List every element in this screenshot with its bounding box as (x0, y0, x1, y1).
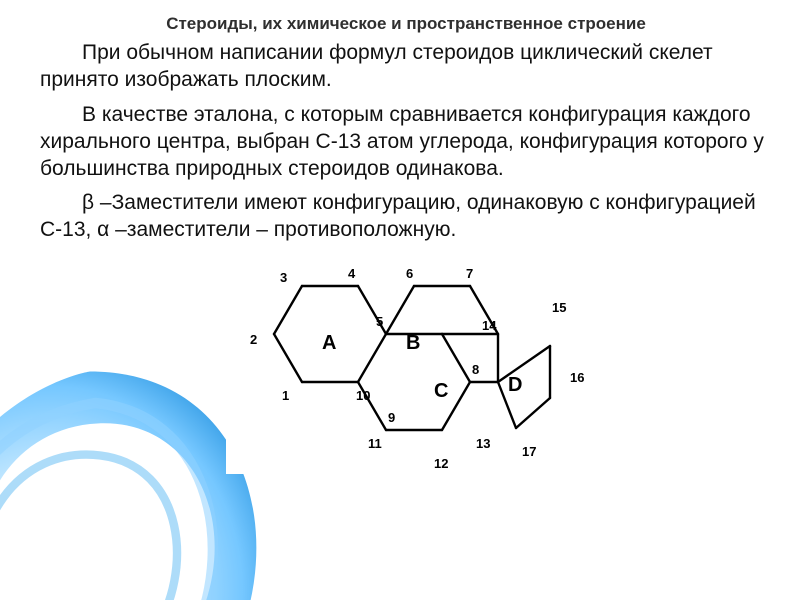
ring-label-A: A (322, 332, 336, 355)
paragraph-1: При обычном написании формул стероидов ц… (40, 40, 772, 94)
atom-number-2: 2 (250, 332, 257, 347)
atom-number-8: 8 (472, 362, 479, 377)
atom-number-5: 5 (376, 314, 383, 329)
atom-number-4: 4 (348, 266, 355, 281)
atom-number-6: 6 (406, 266, 413, 281)
atom-number-11: 11 (368, 436, 382, 451)
ring-label-C: C (434, 380, 448, 403)
paragraph-3: β –Заместители имеют конфигурацию, одина… (40, 190, 772, 244)
slide-content: Стероиды, их химическое и пространственн… (0, 0, 800, 474)
atom-number-12: 12 (434, 456, 448, 471)
paragraph-2: В качестве эталона, с которым сравнивает… (40, 102, 772, 183)
atom-number-16: 16 (570, 370, 584, 385)
ring-label-B: B (406, 332, 420, 355)
atom-number-15: 15 (552, 300, 566, 315)
ring-label-D: D (508, 374, 522, 397)
diagram-container: ABCD1234567891011121314151617 (40, 248, 772, 474)
steroid-skeleton-diagram: ABCD1234567891011121314151617 (226, 248, 586, 474)
atom-number-17: 17 (522, 444, 536, 459)
atom-number-13: 13 (476, 436, 490, 451)
atom-number-10: 10 (356, 388, 370, 403)
atom-number-9: 9 (388, 410, 395, 425)
atom-number-7: 7 (466, 266, 473, 281)
atom-number-1: 1 (282, 388, 289, 403)
atom-number-14: 14 (482, 318, 496, 333)
atom-number-3: 3 (280, 270, 287, 285)
slide-title: Стероиды, их химическое и пространственн… (40, 14, 772, 34)
